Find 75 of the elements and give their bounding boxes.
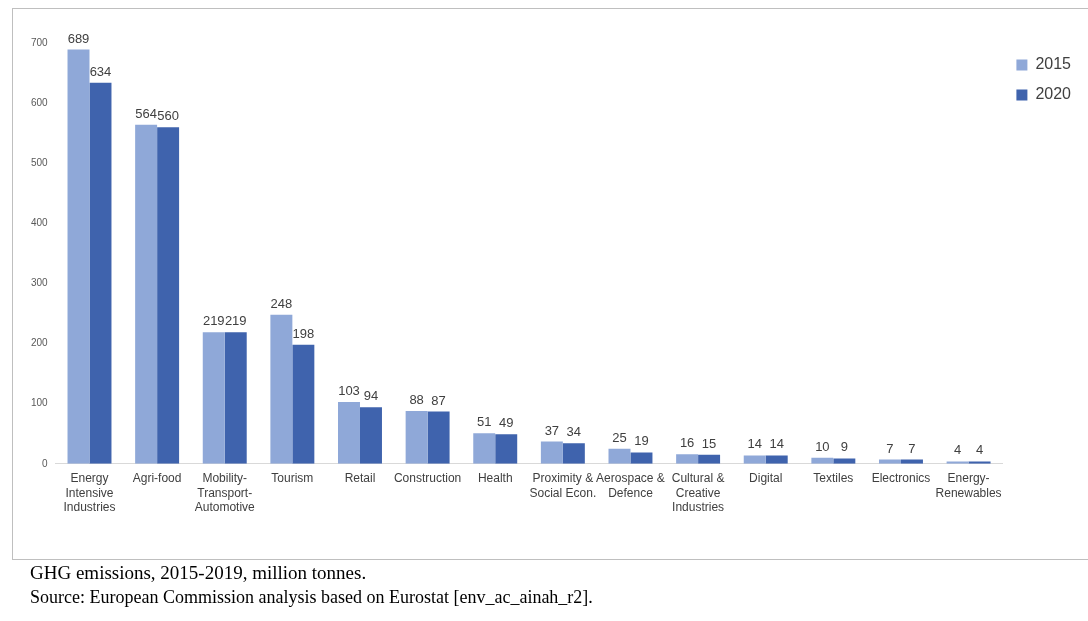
bar <box>338 401 360 464</box>
data-label: 88 <box>409 391 424 407</box>
x-tick-label: Aerospace & Defence <box>596 471 665 500</box>
text: GHG emissions, 2015-2019, million tonnes. <box>30 561 368 585</box>
bar <box>67 49 90 464</box>
bar <box>630 452 653 464</box>
y-tick-label: 600 <box>31 96 49 108</box>
bar <box>89 82 112 464</box>
bar <box>292 344 315 464</box>
data-label: 560 <box>157 108 179 124</box>
data-label: 51 <box>477 414 492 430</box>
data-label: 87 <box>431 392 446 408</box>
bar <box>676 454 699 464</box>
data-label: 7 <box>886 440 894 456</box>
y-tick-label: 400 <box>31 217 49 229</box>
x-tick-label: Energy-Renewables <box>935 471 1002 500</box>
data-label: 37 <box>544 422 560 438</box>
x-tick-label: Energy Intensive Industries <box>63 471 116 515</box>
bar <box>359 407 382 464</box>
legend-label: 2020 <box>1035 85 1072 103</box>
data-label: 16 <box>679 435 695 451</box>
bar <box>743 455 766 464</box>
data-label: 34 <box>566 424 582 440</box>
x-tick-label: Electronics <box>871 471 931 486</box>
data-label: 248 <box>270 295 293 311</box>
data-label: 198 <box>292 325 315 341</box>
data-label: 14 <box>747 436 762 452</box>
x-tick-label: Health <box>477 471 513 486</box>
data-label: 689 <box>67 30 90 46</box>
y-tick-label: 500 <box>31 156 49 168</box>
y-tick-label: 100 <box>31 397 49 409</box>
bar <box>405 410 428 464</box>
data-label: 15 <box>701 435 717 451</box>
data-label: 9 <box>840 439 848 455</box>
x-tick-label: Textiles <box>813 471 854 486</box>
data-label: 25 <box>612 429 627 445</box>
data-label: 19 <box>634 433 649 449</box>
bar <box>495 434 518 464</box>
x-tick-label: Digital <box>749 471 783 486</box>
x-tick-label: Mobility-Transport-Automotive <box>194 471 256 515</box>
bar <box>427 411 450 464</box>
data-label: 564 <box>135 105 157 121</box>
bar <box>473 433 496 464</box>
bar <box>224 332 247 464</box>
data-label: 7 <box>908 440 916 456</box>
data-label: 219 <box>202 313 225 329</box>
data-label: 49 <box>498 415 514 431</box>
bar <box>562 443 585 464</box>
bar <box>540 441 563 464</box>
x-tick-label: Retail <box>344 471 376 486</box>
y-tick-label: 300 <box>31 277 49 289</box>
data-label: 103 <box>338 382 360 398</box>
bar <box>135 124 158 464</box>
legend-label: 2015 <box>1035 55 1072 73</box>
data-label: 219 <box>224 313 247 329</box>
x-tick-label: Proximity & Social Econ. <box>529 471 597 500</box>
data-label: 634 <box>89 63 112 79</box>
source-note: Source: European Commission analysis based on Eurostat [env_ac_ainah_r2]. <box>30 586 594 609</box>
data-label: 94 <box>363 388 379 404</box>
data-label: 4 <box>953 442 962 458</box>
y-tick-label: 200 <box>31 337 49 349</box>
x-tick-label: Construction <box>393 471 462 486</box>
bar <box>157 127 180 464</box>
x-tick-label: Agri-food <box>132 471 182 486</box>
data-label: 4 <box>975 442 984 458</box>
bar <box>765 455 788 464</box>
data-label: 10 <box>815 438 830 454</box>
x-tick-label: Tourism <box>271 471 314 486</box>
y-tick-label: 700 <box>31 36 49 48</box>
x-tick-label: Cultural & Creative Industries <box>671 471 725 515</box>
data-label: 14 <box>769 436 784 452</box>
bar <box>202 332 225 464</box>
bar <box>270 314 293 464</box>
y-tick-label: 0 <box>42 457 49 469</box>
bar <box>833 458 856 464</box>
